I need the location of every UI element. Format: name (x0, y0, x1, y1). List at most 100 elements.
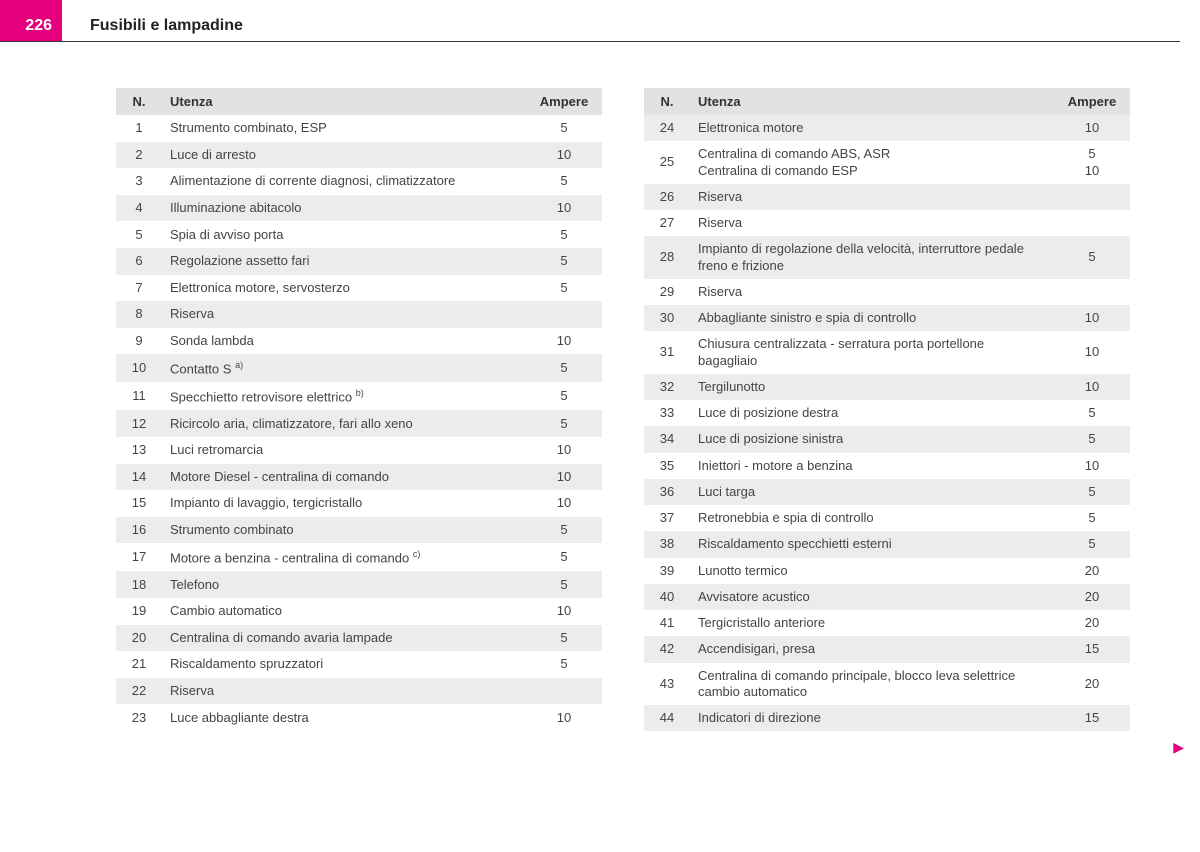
cell-n: 38 (644, 531, 688, 557)
cell-ampere: 5 (524, 248, 602, 275)
cell-n: 15 (116, 490, 160, 517)
table-row: 44Indicatori di direzione15 (644, 705, 1130, 731)
continue-arrow-icon: ▶ (1173, 739, 1184, 756)
table-row: 22Riserva (116, 678, 602, 705)
cell-n: 28 (644, 236, 688, 279)
cell-n: 42 (644, 636, 688, 662)
footnote-ref: c) (413, 549, 421, 559)
cell-ampere: 5 (524, 410, 602, 437)
col-header-utenza: Utenza (160, 88, 524, 115)
table-row: 30Abbagliante sinistro e spia di control… (644, 305, 1130, 331)
cell-ampere (524, 678, 602, 705)
cell-ampere: 5 (524, 651, 602, 678)
table-row: 38Riscaldamento specchietti esterni5 (644, 531, 1130, 557)
page-title: Fusibili e lampadine (62, 17, 243, 41)
cell-n: 9 (116, 328, 160, 355)
table-row: 3Alimentazione di corrente diagnosi, cli… (116, 168, 602, 195)
cell-ampere: 10 (524, 437, 602, 464)
cell-utenza: Luce di arresto (160, 142, 524, 169)
cell-ampere: 20 (1052, 663, 1130, 706)
cell-ampere (1052, 279, 1130, 305)
cell-utenza: Cambio automatico (160, 598, 524, 625)
cell-n: 16 (116, 517, 160, 544)
cell-ampere: 5 (524, 354, 602, 382)
cell-ampere: 10 (524, 598, 602, 625)
cell-ampere: 10 (524, 704, 602, 731)
table-row: 40Avvisatore acustico20 (644, 584, 1130, 610)
table-row: 1Strumento combinato, ESP5 (116, 115, 602, 142)
cell-n: 29 (644, 279, 688, 305)
cell-utenza: Tergicristallo anteriore (688, 610, 1052, 636)
cell-utenza: Spia di avviso porta (160, 221, 524, 248)
cell-ampere: 5 (524, 221, 602, 248)
table-row: 7Elettronica motore, servosterzo5 (116, 275, 602, 302)
table-row: 33Luce di posizione destra5 (644, 400, 1130, 426)
cell-utenza: Ricircolo aria, climatizzatore, fari all… (160, 410, 524, 437)
cell-n: 35 (644, 453, 688, 479)
cell-ampere: 10 (524, 195, 602, 222)
table-row: 23Luce abbagliante destra10 (116, 704, 602, 731)
col-header-utenza: Utenza (688, 88, 1052, 115)
table-row: 27Riserva (644, 210, 1130, 236)
cell-ampere: 20 (1052, 584, 1130, 610)
cell-ampere: 15 (1052, 705, 1130, 731)
cell-n: 14 (116, 464, 160, 491)
cell-ampere (1052, 184, 1130, 210)
cell-ampere: 10 (1052, 453, 1130, 479)
cell-ampere: 5 (524, 168, 602, 195)
table-row: 21Riscaldamento spruzzatori5 (116, 651, 602, 678)
table-row: 17Motore a benzina - centralina di coman… (116, 543, 602, 571)
fuse-table-right-body: 24Elettronica motore 10 25 Centralina di co… (644, 115, 1130, 731)
cell-utenza: Centralina di comando principale, blocco… (688, 663, 1052, 706)
table-row: 5Spia di avviso porta5 (116, 221, 602, 248)
table-row: 11Specchietto retrovisore elettrico b)5 (116, 382, 602, 410)
cell-n: 4 (116, 195, 160, 222)
cell-utenza: Tergilunotto (688, 374, 1052, 400)
table-row: 35Iniettori - motore a benzina10 (644, 453, 1130, 479)
cell-utenza: Motore Diesel - centralina di comando (160, 464, 524, 491)
table-row: 4Illuminazione abitacolo10 (116, 195, 602, 222)
cell-utenza: Riscaldamento spruzzatori (160, 651, 524, 678)
cell-n: 24 (644, 115, 688, 141)
cell-n: 18 (116, 571, 160, 598)
table-row: 13Luci retromarcia10 (116, 437, 602, 464)
cell-ampere: 5 (524, 382, 602, 410)
table-row: 43Centralina di comando principale, bloc… (644, 663, 1130, 706)
cell-utenza: Impianto di lavaggio, tergicristallo (160, 490, 524, 517)
cell-ampere: 5 (524, 571, 602, 598)
cell-ampere: 10 (524, 328, 602, 355)
table-row: 36Luci targa5 (644, 479, 1130, 505)
cell-n: 33 (644, 400, 688, 426)
cell-n: 12 (116, 410, 160, 437)
cell-utenza: Elettronica motore (688, 115, 1052, 141)
cell-utenza: Riserva (160, 301, 524, 328)
cell-n: 3 (116, 168, 160, 195)
col-header-n: N. (116, 88, 160, 115)
cell-n: 10 (116, 354, 160, 382)
cell-ampere: 5 (524, 543, 602, 571)
cell-utenza: Riscaldamento specchietti esterni (688, 531, 1052, 557)
cell-utenza: Retronebbia e spia di controllo (688, 505, 1052, 531)
cell-utenza: Chiusura centralizzata - serratura porta… (688, 331, 1052, 374)
cell-utenza: Strumento combinato, ESP (160, 115, 524, 142)
cell-utenza: Luci retromarcia (160, 437, 524, 464)
table-row: 2Luce di arresto10 (116, 142, 602, 169)
cell-n: 6 (116, 248, 160, 275)
table-row: 8Riserva (116, 301, 602, 328)
table-row: 15Impianto di lavaggio, tergicristallo10 (116, 490, 602, 517)
cell-ampere: 10 (1052, 331, 1130, 374)
cell-n: 39 (644, 558, 688, 584)
table-row: 32Tergilunotto10 (644, 374, 1130, 400)
cell-utenza: Centralina di comando avaria lampade (160, 625, 524, 652)
col-header-ampere: Ampere (524, 88, 602, 115)
cell-n: 44 (644, 705, 688, 731)
cell-n: 1 (116, 115, 160, 142)
cell-n: 36 (644, 479, 688, 505)
fuse-table-left: N. Utenza Ampere 1Strumento combinato, E… (116, 88, 602, 731)
cell-ampere: 20 (1052, 610, 1130, 636)
cell-ampere: 5 (524, 517, 602, 544)
cell-n: 8 (116, 301, 160, 328)
cell-n: 25 (644, 141, 688, 184)
table-row: 28Impianto di regolazione della velocità… (644, 236, 1130, 279)
cell-utenza: Riserva (688, 184, 1052, 210)
